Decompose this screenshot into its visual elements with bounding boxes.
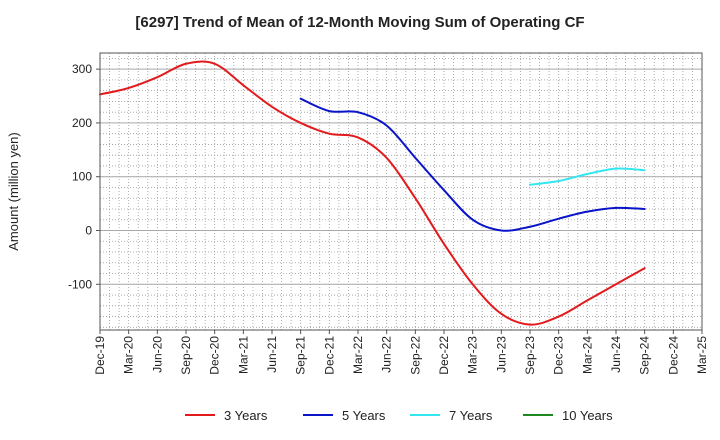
series-line-5-years bbox=[299, 97, 646, 232]
x-tick-label: Mar-23 bbox=[466, 336, 480, 374]
x-tick-label: Dec-20 bbox=[208, 336, 222, 375]
x-tick-label: Jun-21 bbox=[265, 336, 279, 373]
legend-label: 7 Years bbox=[449, 408, 493, 423]
x-tick-label: Mar-20 bbox=[122, 336, 136, 374]
x-tick-label: Sep-24 bbox=[638, 336, 652, 375]
y-axis: -100 0 100 200 300 bbox=[68, 62, 100, 291]
grid bbox=[99, 53, 703, 330]
x-axis: Dec-19 Mar-20 Jun-20 Sep-20 Dec-20 Mar-21 Jun-… bbox=[93, 330, 709, 375]
series-line-7-years bbox=[529, 167, 646, 186]
legend-label: 5 Years bbox=[342, 408, 386, 423]
y-tick-label: 200 bbox=[72, 116, 92, 130]
plot-frame bbox=[99, 52, 703, 331]
series-lines bbox=[99, 60, 646, 326]
x-tick-label: Jun-23 bbox=[494, 336, 508, 373]
x-tick-label: Jun-22 bbox=[380, 336, 394, 373]
x-tick-label: Sep-22 bbox=[408, 336, 422, 375]
x-tick-label: Mar-22 bbox=[351, 336, 365, 374]
x-tick-label: Dec-21 bbox=[322, 336, 336, 375]
legend-label: 10 Years bbox=[562, 408, 613, 423]
x-tick-label: Sep-20 bbox=[179, 336, 193, 375]
x-tick-label: Jun-24 bbox=[609, 336, 623, 373]
x-tick-label: Mar-21 bbox=[236, 336, 250, 374]
y-tick-label: -100 bbox=[68, 277, 92, 291]
y-tick-label: 100 bbox=[72, 170, 92, 184]
x-tick-label: Jun-20 bbox=[150, 336, 164, 373]
x-tick-label: Sep-21 bbox=[294, 336, 308, 375]
x-tick-label: Mar-24 bbox=[580, 336, 594, 374]
legend-label: 3 Years bbox=[224, 408, 268, 423]
legend: 3 Years 5 Years 7 Years 10 Years bbox=[185, 408, 613, 423]
y-tick-label: 0 bbox=[85, 223, 92, 237]
chart-title: [6297] Trend of Mean of 12-Month Moving … bbox=[135, 14, 585, 31]
series-line-3-years bbox=[99, 60, 646, 326]
x-tick-label: Dec-24 bbox=[666, 336, 680, 375]
x-tick-label: Mar-25 bbox=[695, 336, 709, 374]
x-tick-label: Sep-23 bbox=[523, 336, 537, 375]
x-tick-label: Dec-19 bbox=[93, 336, 107, 375]
y-axis-label: Amount (million yen) bbox=[6, 132, 21, 251]
y-tick-label: 300 bbox=[72, 62, 92, 76]
x-tick-label: Dec-22 bbox=[437, 336, 451, 375]
x-tick-label: Dec-23 bbox=[552, 336, 566, 375]
